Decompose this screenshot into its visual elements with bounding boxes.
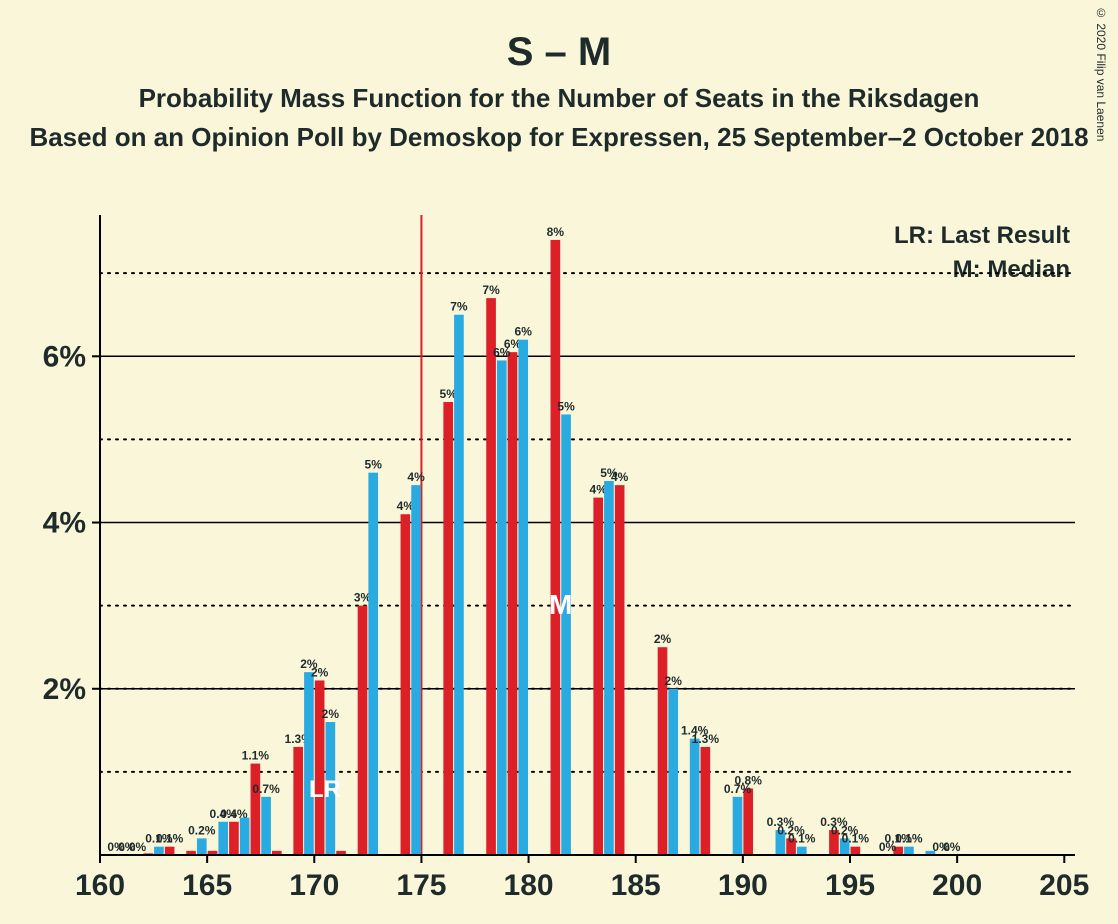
svg-text:0.7%: 0.7% <box>252 782 280 796</box>
svg-text:1.3%: 1.3% <box>692 732 720 746</box>
svg-text:185: 185 <box>611 869 661 902</box>
svg-text:LR: LR <box>309 776 341 803</box>
svg-text:0.1%: 0.1% <box>895 832 923 846</box>
svg-text:7%: 7% <box>482 283 500 297</box>
svg-text:0.8%: 0.8% <box>735 774 763 788</box>
svg-text:M: M <box>549 589 572 620</box>
svg-text:190: 190 <box>718 869 768 902</box>
svg-text:200: 200 <box>932 869 982 902</box>
svg-text:5%: 5% <box>365 458 383 472</box>
pmf-chart: S – M Probability Mass Function for the … <box>0 0 1118 924</box>
svg-text:1.1%: 1.1% <box>242 749 270 763</box>
svg-text:2%: 2% <box>654 632 672 646</box>
svg-text:195: 195 <box>825 869 875 902</box>
svg-text:2%: 2% <box>311 665 329 679</box>
svg-text:5%: 5% <box>557 399 575 413</box>
svg-text:0.2%: 0.2% <box>188 823 216 837</box>
svg-text:4%: 4% <box>611 470 629 484</box>
chart-svg: 0%0%0%0.1%0.1%0.2%0.4%0.4%1.1%0.7%1.3%2%… <box>0 0 1118 924</box>
svg-text:6%: 6% <box>515 325 533 339</box>
svg-text:0.1%: 0.1% <box>842 832 870 846</box>
svg-text:4%: 4% <box>43 507 86 540</box>
svg-text:2%: 2% <box>665 674 683 688</box>
svg-text:170: 170 <box>289 869 339 902</box>
svg-text:175: 175 <box>396 869 446 902</box>
svg-text:7%: 7% <box>450 300 468 314</box>
svg-text:165: 165 <box>182 869 232 902</box>
svg-text:0.1%: 0.1% <box>788 832 816 846</box>
svg-text:6%: 6% <box>43 340 86 373</box>
svg-text:160: 160 <box>75 869 125 902</box>
svg-text:0%: 0% <box>943 840 961 854</box>
svg-text:205: 205 <box>1039 869 1089 902</box>
svg-text:4%: 4% <box>407 470 425 484</box>
svg-text:8%: 8% <box>547 225 565 239</box>
svg-text:0.1%: 0.1% <box>156 832 184 846</box>
svg-text:2%: 2% <box>322 707 340 721</box>
svg-text:2%: 2% <box>43 673 86 706</box>
svg-text:180: 180 <box>504 869 554 902</box>
svg-text:0%: 0% <box>129 840 147 854</box>
